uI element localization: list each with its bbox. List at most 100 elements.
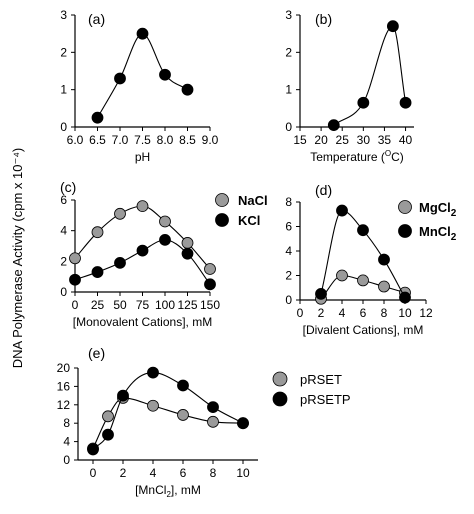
data-point — [91, 226, 104, 239]
series-line — [92, 397, 244, 449]
x-tick-label: 50 — [113, 298, 127, 312]
x-tick-label: 4 — [339, 306, 346, 320]
data-point — [87, 443, 99, 456]
data-point — [177, 379, 189, 392]
series-line — [333, 25, 407, 126]
x-tick-label: 8.5 — [179, 133, 196, 147]
legend-label: MnCl2 — [419, 224, 457, 243]
panel-c: (c) 0 25 50 75 100 125 150 0 2 4 6 [Monovalent Catio… — [60, 179, 268, 329]
panel-letter: (c) — [60, 179, 76, 195]
data-point — [136, 244, 149, 257]
legend-marker — [272, 391, 288, 407]
series-line — [92, 372, 244, 450]
panel-letter: (e) — [88, 345, 105, 361]
y-tick-label: 0 — [60, 120, 67, 134]
x-axis-label: Temperature (OC) — [310, 149, 404, 164]
x-tick-label: 2 — [318, 306, 325, 320]
data-point — [114, 256, 126, 269]
x-tick-label: 150 — [200, 298, 220, 312]
y-tick-label: 3 — [285, 8, 292, 22]
y-tick-label: 6 — [60, 193, 67, 207]
x-tick-label: 9.0 — [202, 133, 219, 147]
x-tick-label: 100 — [155, 298, 175, 312]
x-axis-label: [Monovalent Cations], mM — [73, 315, 212, 329]
y-tick-label: 2 — [285, 45, 292, 59]
data-point — [181, 247, 194, 260]
y-tick-label: 0 — [63, 453, 70, 467]
legend-label: KCl — [238, 213, 260, 228]
data-point — [204, 263, 216, 275]
data-point — [357, 96, 370, 109]
y-tick-label: 2 — [60, 45, 67, 59]
data-point — [378, 280, 390, 293]
y-tick-label: 1 — [285, 83, 292, 97]
data-point — [399, 96, 412, 109]
data-point — [181, 83, 194, 96]
y-tick-label: 20 — [57, 361, 71, 375]
data-point — [237, 417, 249, 430]
data-point — [327, 119, 340, 132]
panel-b: (b) 15 20 25 30 35 40 0 1 2 3 Temperature (OC) — [285, 8, 414, 164]
panel-letter: (a) — [88, 11, 105, 27]
data-point — [159, 68, 171, 81]
data-point — [399, 291, 411, 304]
x-tick-label: 125 — [177, 298, 197, 312]
data-point — [69, 252, 81, 265]
x-tick-label: 30 — [357, 133, 371, 147]
y-tick-label: 4 — [60, 224, 67, 238]
data-point — [207, 415, 219, 428]
x-tick-label: 25 — [336, 133, 350, 147]
series-line — [97, 33, 188, 118]
y-tick-label: 1 — [60, 83, 67, 97]
x-tick-label: 8 — [381, 306, 388, 320]
x-axis-label: pH — [135, 150, 150, 164]
legend-label: MgCl2 — [419, 200, 457, 219]
x-tick-label: 0 — [72, 298, 79, 312]
x-tick-label: 75 — [136, 298, 150, 312]
x-tick-label: 10 — [398, 306, 412, 320]
data-point — [91, 266, 104, 278]
x-axis-label: [Divalent Cations], mM — [303, 323, 424, 337]
data-point — [114, 72, 126, 85]
y-tick-label: 3 — [60, 8, 67, 22]
y-tick-label: 6 — [285, 220, 292, 234]
x-tick-label: 6 — [180, 466, 187, 480]
x-axis-label: [MnCl2], mM — [135, 483, 201, 499]
y-tick-label: 12 — [57, 398, 71, 412]
data-point — [315, 287, 327, 300]
panel-a: (a) 6.0 6.5 7.0 7.5 8.0 8.5 9.0 0 1 2 3 pH — [60, 8, 218, 164]
data-point — [181, 237, 194, 249]
data-point — [357, 274, 369, 287]
data-point — [378, 253, 390, 266]
data-point — [204, 278, 216, 291]
x-tick-label: 2 — [120, 466, 127, 480]
data-point — [102, 410, 114, 423]
y-tick-label: 0 — [285, 293, 292, 307]
data-point — [336, 204, 348, 217]
y-tick-label: 2 — [285, 269, 292, 283]
x-tick-label: 8.0 — [157, 133, 174, 147]
legend-label: pRSETP — [300, 392, 351, 407]
data-point — [147, 366, 159, 379]
data-point — [136, 200, 149, 213]
y-tick-label: 8 — [63, 416, 70, 430]
data-point — [102, 428, 114, 441]
data-point — [136, 27, 149, 40]
x-tick-label: 7.5 — [134, 133, 151, 147]
data-point — [91, 111, 104, 124]
data-point — [357, 224, 369, 237]
legend-marker — [398, 200, 412, 214]
legend-marker — [398, 224, 412, 238]
x-tick-label: 7.0 — [112, 133, 129, 147]
x-tick-label: 35 — [378, 133, 392, 147]
data-point — [159, 233, 171, 246]
x-tick-label: 10 — [236, 466, 250, 480]
y-tick-label: 4 — [63, 435, 70, 449]
legend-marker — [215, 193, 229, 207]
x-tick-label: 6 — [360, 306, 367, 320]
data-point — [386, 20, 399, 33]
x-tick-label: 25 — [91, 298, 105, 312]
x-tick-label: 6.5 — [89, 133, 106, 147]
